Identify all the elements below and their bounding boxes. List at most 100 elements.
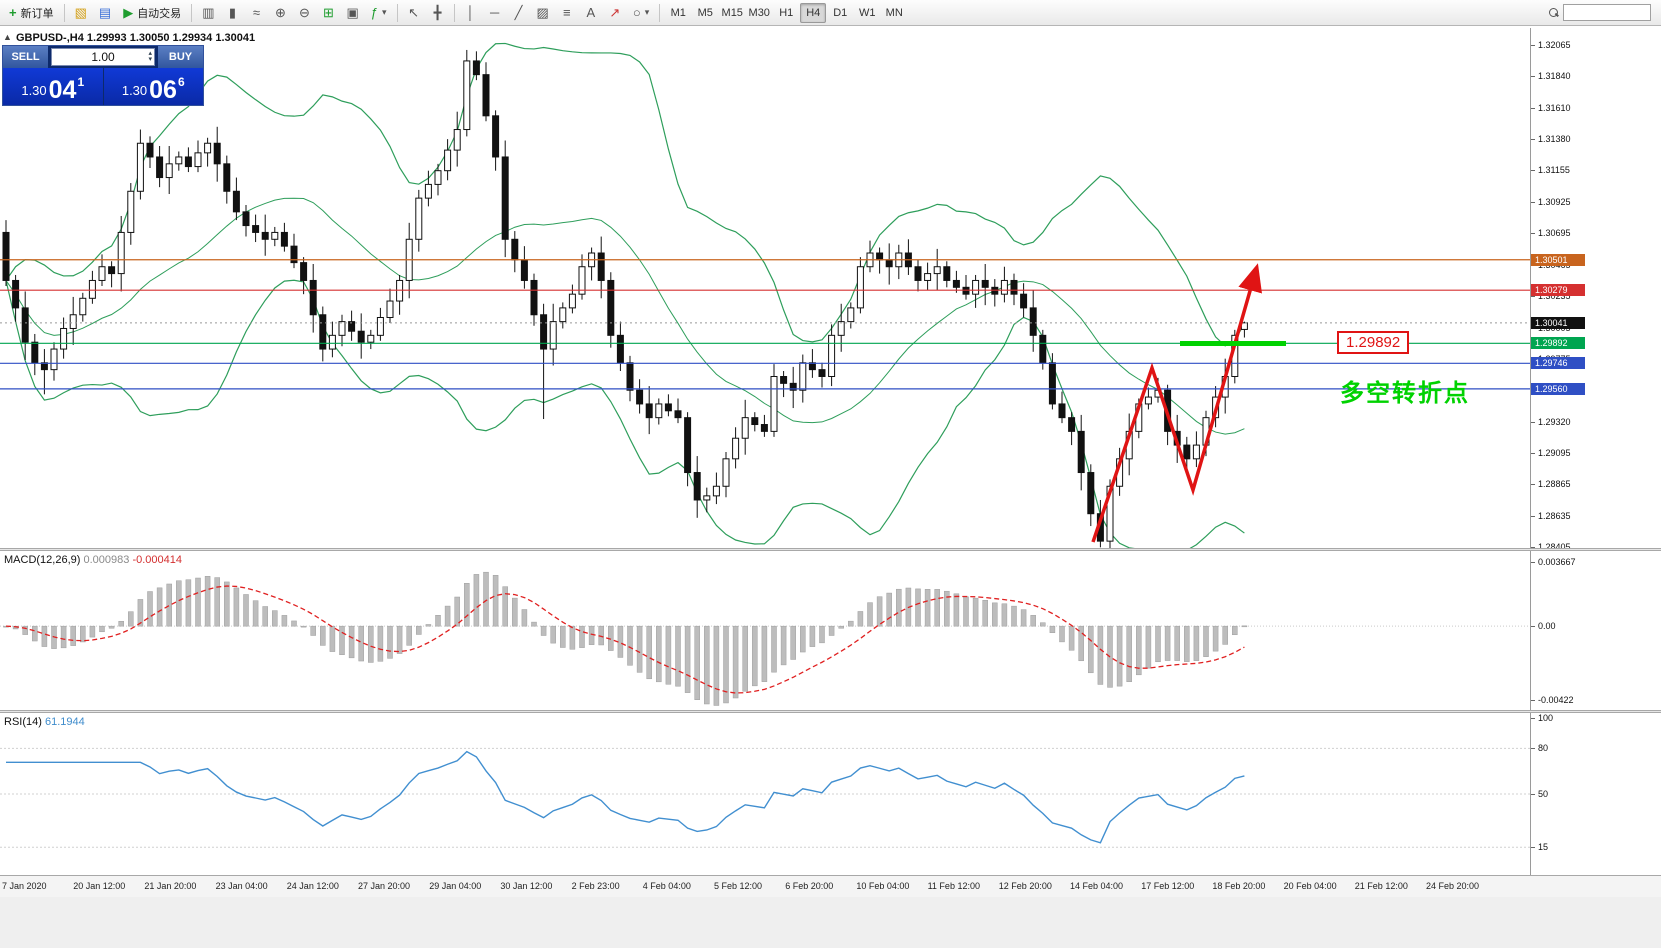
profiles-button[interactable]: ▧ [70,2,92,24]
support-highlight-segment[interactable] [1180,341,1286,347]
price-tick-mark [1531,547,1535,548]
crosshair-tool-button[interactable]: ╋ [427,2,449,24]
timeframe-M1[interactable]: M1 [670,6,686,19]
timeframe-D1[interactable]: D1 [833,6,848,19]
profiles-icon: ▧ [74,5,87,20]
new-order-button[interactable]: + 新订单 [4,2,59,24]
zoom-in-button[interactable]: ⊕ [269,2,291,24]
horizontal-line-tool-button[interactable]: ─ [484,2,506,24]
time-label: 10 Feb 04:00 [856,881,910,891]
sell-price-button[interactable]: 1.30 04 1 [3,68,103,105]
macd-axis[interactable]: 0.003667 0.00 -0.00422 [1530,551,1661,710]
chevron-down-icon: ▾ [382,7,387,17]
price-tick-label: 1.29095 [1538,447,1571,458]
sell-button[interactable]: SELL [3,46,48,68]
buy-button[interactable]: BUY [158,46,203,68]
volume-input[interactable]: 1.00 ▴ ▾ [51,48,155,66]
bar-chart-icon: ▥ [202,5,215,20]
rsi-axis[interactable]: 100 80 50 15 [1530,713,1661,875]
sell-price-base: 1.30 [21,83,47,98]
zoom-out-button[interactable]: ⊖ [293,2,315,24]
market-watch-icon: ▤ [98,5,112,20]
time-label: 30 Jan 12:00 [500,881,553,891]
market-watch-button[interactable]: ▤ [94,2,116,24]
price-tag: 1.30501 [1531,253,1585,266]
price-tick-mark [1531,170,1535,171]
one-click-trading-panel: SELL 1.00 ▴ ▾ BUY 1.30 04 1 [2,45,204,106]
price-tick-mark [1531,296,1535,298]
candlestick-chart-button[interactable]: ▮ [221,2,243,24]
time-label: 20 Jan 12:00 [73,881,126,891]
macd-tick-label: 0.00 [1538,621,1556,632]
autotrading-button[interactable]: ▶ 自动交易 [118,2,186,24]
time-label: 2 Feb 23:00 [571,881,620,891]
price-tick-mark [1531,107,1535,109]
channel-tool-button[interactable]: ▨ [532,2,554,24]
rsi-tick-label: 50 [1538,789,1549,799]
buy-price-button[interactable]: 1.30 06 6 [103,68,203,105]
price-chart-plot[interactable] [0,28,1530,548]
price-tick-mark [1531,201,1535,203]
timeframe-W1[interactable]: W1 [858,6,876,19]
pane-separator[interactable] [0,710,1661,713]
price-tag: 1.29560 [1531,382,1585,395]
price-axis[interactable]: 1.32065 1.31840 1.31610 1.31380 1.31155 1.309… [1530,28,1661,548]
main-chart-pane: ▲ GBPUSD-,H4 1.29993 1.30050 1.29934 1.3… [0,28,1661,548]
timeframe-M15[interactable]: M15 [721,6,743,19]
line-chart-icon: ≈ [252,5,261,20]
channel-icon: ▨ [536,5,549,20]
cursor-tool-button[interactable]: ↖ [403,2,425,24]
spin-up-icon[interactable]: ▴ [148,50,152,58]
turning-point-label[interactable]: 多空转折点 [1340,380,1470,407]
fibonacci-icon: ≡ [563,5,571,20]
bar-chart-button[interactable]: ▥ [197,2,219,24]
rsi-tick-mark [1531,718,1535,719]
chart-ohlc-title: GBPUSD-,H4 1.29993 1.30050 1.29934 1.300… [16,32,256,44]
macd-signal-line [5,585,1245,694]
spin-down-icon[interactable]: ▾ [148,56,152,63]
line-chart-button[interactable]: ≈ [245,2,267,24]
macd-plot[interactable] [0,551,1530,710]
timeframe-M30[interactable]: M30 [748,6,770,19]
price-callout-box[interactable]: 1.29892 [1337,331,1410,354]
timeframe-M5[interactable]: M5 [697,6,713,19]
time-label: 17 Feb 12:00 [1141,881,1195,891]
time-axis[interactable]: 7 Jan 2020 20 Jan 12:00 21 Jan 20:00 23 Jan… [0,875,1661,897]
price-tick-mark [1531,139,1535,141]
vertical-line-icon: │ [466,5,475,20]
price-tag: 1.29746 [1531,357,1585,370]
price-tick-mark [1531,45,1535,47]
fibonacci-tool-button[interactable]: ≡ [556,2,578,24]
timeframe-H1[interactable]: H1 [779,6,794,19]
timeframe-MN[interactable]: MN [885,6,903,19]
crosshair-icon: ╋ [433,5,442,20]
price-tick-label: 1.30235 [1538,291,1571,302]
bollinger-middle [5,197,1245,435]
volume-spinner[interactable]: ▴ ▾ [148,49,152,65]
time-label: 24 Feb 20:00 [1426,881,1480,891]
tile-windows-button[interactable]: ⊞ [317,2,339,24]
price-tick-label: 1.28405 [1538,542,1571,548]
toolbar-separator [453,3,455,22]
text-tool-button[interactable]: A [580,2,602,24]
indicators-button[interactable]: ƒ ▾ [366,2,392,24]
rsi-plot[interactable] [0,713,1530,875]
rsi-tick-label: 80 [1538,743,1549,754]
arrows-tool-button[interactable]: ↗ [604,2,626,24]
shapes-tool-button[interactable]: ○ ▾ [628,2,654,24]
trendline-tool-button[interactable]: ╱ [508,2,530,24]
vertical-line-tool-button[interactable]: │ [460,2,482,24]
rsi-label: RSI(14) 61.1944 [4,716,85,728]
shapes-tool-icon: ○ [632,5,641,20]
one-click-panel-toggle-icon[interactable]: ▲ [3,32,12,42]
search-icon[interactable] [1549,7,1559,18]
pane-separator[interactable] [0,548,1661,551]
time-label: 29 Jan 04:00 [429,881,482,891]
time-label: 27 Jan 20:00 [358,881,411,891]
search-input[interactable] [1563,4,1651,21]
auto-arrange-button[interactable]: ▣ [341,2,363,24]
new-order-label: 新订单 [20,7,54,20]
trendline-icon: ╱ [514,5,523,20]
price-tick-label: 1.29320 [1538,416,1571,427]
timeframe-H4[interactable]: H4 [800,2,827,23]
